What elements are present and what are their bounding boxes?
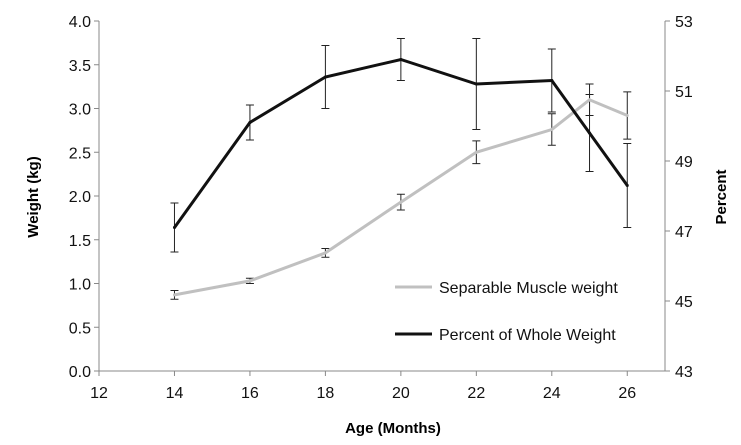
data-point-muscle-weight xyxy=(474,150,478,154)
y-right-tick-label: 45 xyxy=(675,294,693,311)
y-left-tick-label: 3.0 xyxy=(69,102,91,119)
y-left-tick-label: 0.5 xyxy=(69,320,91,337)
data-point-muscle-weight xyxy=(323,251,327,255)
data-point-muscle-weight xyxy=(248,279,252,283)
data-point-percent-whole-weight xyxy=(172,226,176,229)
data-point-muscle-weight xyxy=(550,128,554,131)
y-right-tick-label: 47 xyxy=(675,224,693,241)
legend-label-muscle-weight: Separable Muscle weight xyxy=(439,280,618,297)
data-point-muscle-weight xyxy=(172,293,176,297)
x-tick-label: 12 xyxy=(90,385,108,402)
error-bars xyxy=(170,38,632,300)
y-left-tick-label: 3.5 xyxy=(69,58,91,75)
series-line-percent-whole-weight xyxy=(173,57,629,229)
y-right-tick-label: 53 xyxy=(675,14,693,31)
data-point-muscle-weight xyxy=(399,200,403,204)
tick-labels: 0.0 0.5 1.0 1.5 2.0 2.5 3.0 3.5 4.0 43 45 47 49 51 53 1… xyxy=(69,14,693,402)
x-tick-label: 16 xyxy=(241,385,259,402)
y-left-tick-label: 2.0 xyxy=(69,189,91,206)
legend: Separable Muscle weight Percent of Whole… xyxy=(395,280,618,344)
legend-label-percent-whole-weight: Percent of Whole Weight xyxy=(439,327,616,344)
x-tick-label: 22 xyxy=(467,385,485,402)
y-left-tick-label: 1.5 xyxy=(69,233,91,250)
data-point-percent-whole-weight xyxy=(399,58,403,61)
y-left-tick-label: 1.0 xyxy=(69,277,91,294)
series-lines xyxy=(172,57,629,297)
data-point-percent-whole-weight xyxy=(625,184,629,187)
data-point-percent-whole-weight xyxy=(248,121,252,124)
y-axis-left-title: Weight (kg) xyxy=(25,156,42,237)
y-left-tick-label: 0.0 xyxy=(69,364,91,381)
y-left-tick-label: 4.0 xyxy=(69,14,91,31)
x-tick-label: 18 xyxy=(317,385,335,402)
x-tick-label: 14 xyxy=(166,385,184,402)
x-tick-label: 20 xyxy=(392,385,410,402)
x-axis-title: Age (Months) xyxy=(345,420,441,437)
y-right-tick-label: 49 xyxy=(675,154,693,171)
data-point-percent-whole-weight xyxy=(588,131,592,135)
y-right-tick-label: 51 xyxy=(675,84,693,101)
y-left-tick-label: 2.5 xyxy=(69,145,91,162)
data-point-muscle-weight xyxy=(625,114,629,117)
axes xyxy=(94,20,670,376)
x-tick-label: 24 xyxy=(543,385,561,402)
data-point-muscle-weight xyxy=(588,98,592,102)
y-right-tick-label: 43 xyxy=(675,364,693,381)
data-point-percent-whole-weight xyxy=(550,79,554,82)
data-point-percent-whole-weight xyxy=(474,82,478,86)
y-axis-right-title: Percent xyxy=(713,169,730,224)
data-point-percent-whole-weight xyxy=(323,75,327,79)
x-tick-label: 26 xyxy=(618,385,636,402)
series-line-muscle-weight xyxy=(174,98,628,297)
